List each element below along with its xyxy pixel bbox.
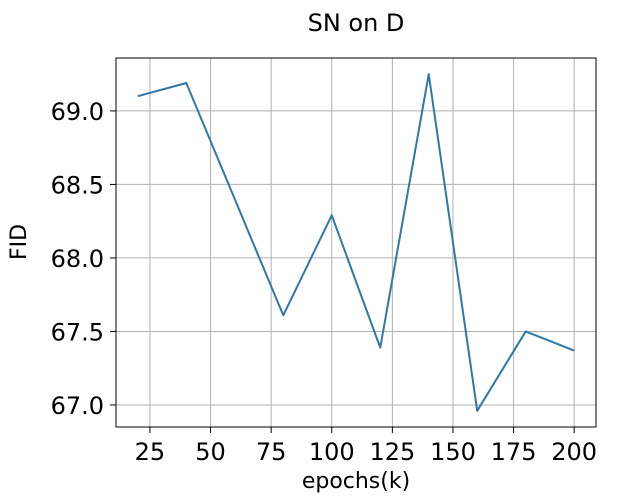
x-tick-label: 150: [430, 438, 476, 466]
series-line: [137, 73, 575, 412]
y-tick-label: 68.0: [51, 245, 104, 273]
y-axis: 67.0 67.5 68.0 68.5 69.0: [51, 98, 116, 420]
x-tick-label: 50: [195, 438, 226, 466]
x-tick-label: 100: [309, 438, 355, 466]
x-tick-label: 175: [491, 438, 537, 466]
y-tick-label: 69.0: [51, 98, 104, 126]
y-tick-label: 67.0: [51, 392, 104, 420]
y-axis-label: FID: [7, 224, 32, 260]
x-tick-label: 200: [551, 438, 597, 466]
grid: [116, 58, 596, 427]
y-tick-label: 68.5: [51, 171, 104, 199]
x-axis-label: epochs(k): [302, 469, 410, 494]
x-tick-label: 125: [369, 438, 415, 466]
x-tick-label: 75: [256, 438, 287, 466]
plot-frame: [115, 57, 597, 428]
series-lines: [137, 73, 575, 412]
x-tick-label: 25: [135, 438, 166, 466]
x-axis: 25 50 75 100 125 150 175 200: [135, 427, 597, 466]
chart-title: SN on D: [308, 9, 405, 37]
y-tick-label: 67.5: [51, 318, 104, 346]
